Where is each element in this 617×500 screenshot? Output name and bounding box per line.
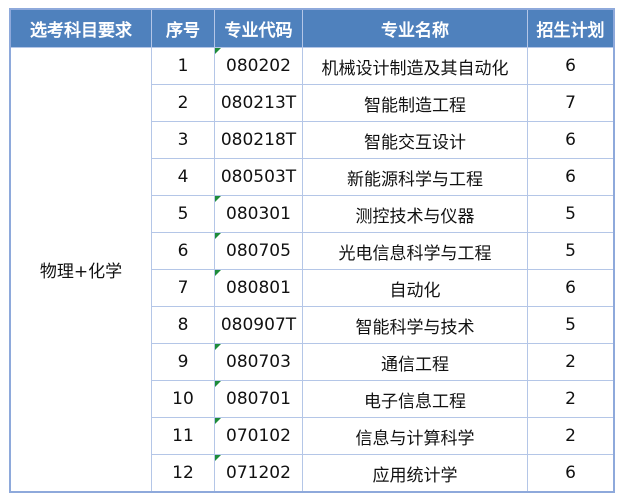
cell-flag-icon — [215, 233, 221, 239]
major-code-text: 080705 — [226, 241, 291, 261]
major-code-text: 070102 — [226, 426, 291, 446]
enrollment-plan: 6 — [527, 121, 615, 159]
major-code: 071202 — [214, 454, 303, 493]
major-code-text: 080701 — [226, 389, 291, 409]
major-code-text: 080503T — [220, 167, 297, 187]
table-row: 2 080213T 智能制造工程 7 — [10, 84, 615, 122]
major-code: 080218T — [214, 121, 303, 159]
enrollment-table: 选考科目要求 序号 专业代码 专业名称 招生计划 物理+化学 1 080202 机械设… — [9, 8, 615, 493]
enrollment-plan: 6 — [527, 454, 615, 493]
major-code: 080703 — [214, 343, 303, 381]
major-code: 080801 — [214, 269, 303, 307]
row-number: 9 — [151, 343, 215, 381]
major-name: 智能交互设计 — [302, 121, 528, 159]
enrollment-plan: 6 — [527, 269, 615, 307]
table-row: 12 071202 应用统计学 6 — [10, 454, 615, 493]
major-code-text: 080907T — [220, 315, 297, 335]
enrollment-plan: 2 — [527, 380, 615, 418]
major-code: 080705 — [214, 232, 303, 270]
row-number: 1 — [151, 47, 215, 85]
enrollment-plan: 2 — [527, 343, 615, 381]
major-code-text: 080202 — [226, 56, 291, 76]
table-row: 5 080301 测控技术与仪器 5 — [10, 195, 615, 233]
cell-flag-icon — [215, 196, 221, 202]
table-row: 10 080701 电子信息工程 2 — [10, 380, 615, 418]
major-name: 通信工程 — [302, 343, 528, 381]
major-name: 测控技术与仪器 — [302, 195, 528, 233]
cell-flag-icon — [215, 344, 221, 350]
header-name: 专业名称 — [302, 8, 528, 48]
major-code-text: 080218T — [220, 130, 297, 150]
major-code-text: 080801 — [226, 278, 291, 298]
table-row: 11 070102 信息与计算科学 2 — [10, 417, 615, 455]
enrollment-plan: 6 — [527, 158, 615, 196]
header-code: 专业代码 — [214, 8, 303, 48]
major-name: 自动化 — [302, 269, 528, 307]
cell-flag-icon — [215, 418, 221, 424]
major-code: 080301 — [214, 195, 303, 233]
header-plan: 招生计划 — [527, 8, 615, 48]
cell-flag-icon — [215, 455, 221, 461]
table-row: 物理+化学 1 080202 机械设计制造及其自动化 6 — [9, 47, 615, 493]
major-code: 080907T — [214, 306, 303, 344]
major-code: 070102 — [214, 417, 303, 455]
cell-flag-icon — [215, 48, 221, 54]
enrollment-plan: 2 — [527, 417, 615, 455]
enrollment-plan: 6 — [527, 47, 615, 85]
header-no: 序号 — [151, 8, 215, 48]
cell-flag-icon — [215, 381, 221, 387]
row-number: 5 — [151, 195, 215, 233]
table-row: 9 080703 通信工程 2 — [10, 343, 615, 381]
header-subject: 选考科目要求 — [9, 8, 152, 48]
major-code: 080202 — [214, 47, 303, 85]
table-row: 6 080705 光电信息科学与工程 5 — [10, 232, 615, 270]
table-row: 8 080907T 智能科学与技术 5 — [10, 306, 615, 344]
row-number: 3 — [151, 121, 215, 159]
major-code: 080701 — [214, 380, 303, 418]
row-number: 7 — [151, 269, 215, 307]
header-row: 选考科目要求 序号 专业代码 专业名称 招生计划 — [9, 8, 615, 48]
enrollment-plan: 5 — [527, 195, 615, 233]
major-name: 智能制造工程 — [302, 84, 528, 122]
major-code-text: 071202 — [226, 463, 291, 483]
major-name: 智能科学与技术 — [302, 306, 528, 344]
major-name: 机械设计制造及其自动化 — [302, 47, 528, 85]
major-code-text: 080301 — [226, 204, 291, 224]
subject-requirement-cell: 物理+化学 — [9, 47, 152, 493]
major-name: 新能源科学与工程 — [302, 158, 528, 196]
major-code: 080503T — [214, 158, 303, 196]
row-number: 10 — [151, 380, 215, 418]
enrollment-plan: 5 — [527, 306, 615, 344]
row-number: 11 — [151, 417, 215, 455]
major-name: 应用统计学 — [302, 454, 528, 493]
major-name: 光电信息科学与工程 — [302, 232, 528, 270]
row-number: 12 — [151, 454, 215, 493]
major-code-text: 080213T — [220, 93, 297, 113]
enrollment-plan: 7 — [527, 84, 615, 122]
row-number: 8 — [151, 306, 215, 344]
major-code: 080213T — [214, 84, 303, 122]
major-name: 电子信息工程 — [302, 380, 528, 418]
row-number: 4 — [151, 158, 215, 196]
cell-flag-icon — [215, 270, 221, 276]
enrollment-plan: 5 — [527, 232, 615, 270]
major-code-text: 080703 — [226, 352, 291, 372]
major-name: 信息与计算科学 — [302, 417, 528, 455]
row-number: 6 — [151, 232, 215, 270]
row-number: 2 — [151, 84, 215, 122]
